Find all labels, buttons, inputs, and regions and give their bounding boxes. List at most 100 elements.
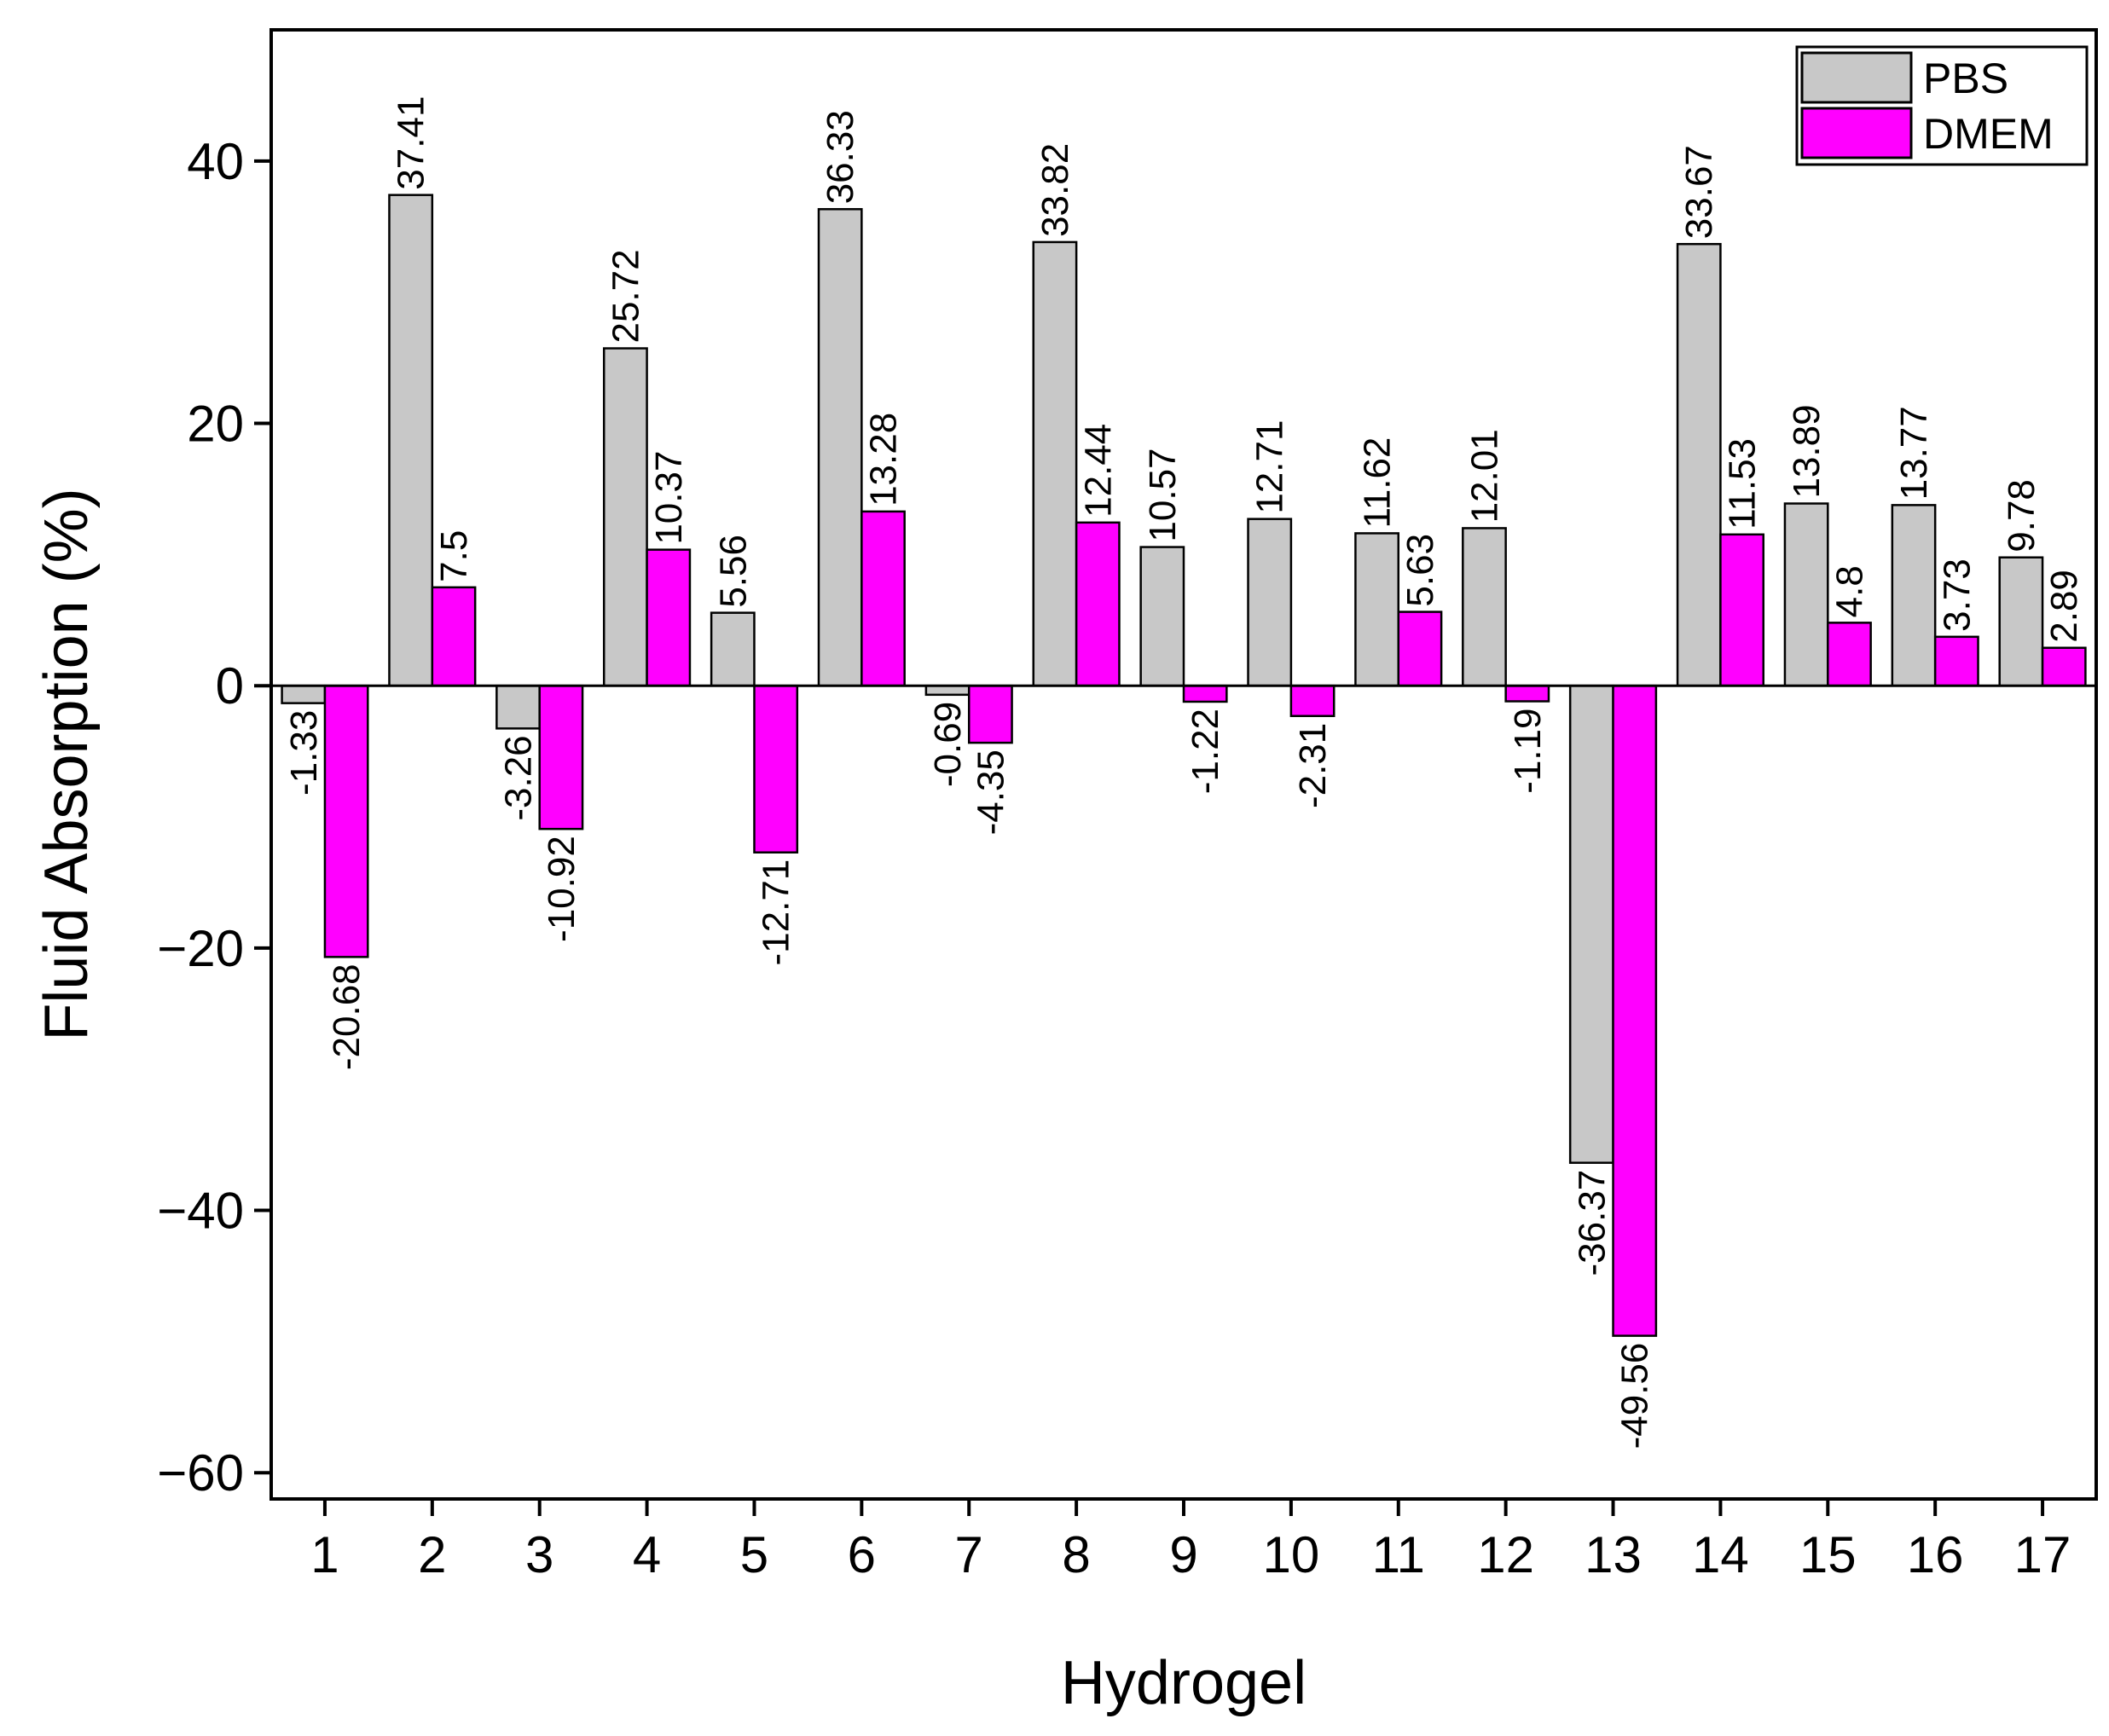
data-label-dmem-9: -1.22 [1185, 709, 1226, 794]
data-label-dmem-3: -10.92 [541, 836, 582, 942]
legend-label-pbs: PBS [1923, 55, 2008, 102]
bar-pbs-13 [1568, 684, 1614, 1164]
bar-pbs-10 [1247, 518, 1293, 687]
y-tick-label: −20 [157, 920, 244, 977]
bar-dmem-16 [1933, 635, 1979, 687]
y-tick-label: −40 [157, 1183, 244, 1240]
data-label-pbs-12: 12.01 [1463, 429, 1505, 523]
bar-pbs-15 [1783, 502, 1829, 687]
x-tick-label: 6 [848, 1526, 876, 1583]
legend-swatch-dmem [1800, 107, 1913, 159]
bar-dmem-14 [1719, 533, 1765, 687]
data-label-dmem-2: 7.5 [433, 530, 475, 582]
x-tick-label: 9 [1169, 1526, 1197, 1583]
data-label-dmem-7: -4.35 [970, 749, 1011, 835]
bar-pbs-9 [1139, 546, 1185, 687]
data-label-pbs-9: 10.57 [1142, 448, 1184, 541]
x-axis-title: Hydrogel [1061, 1649, 1307, 1717]
bar-dmem-8 [1075, 521, 1121, 687]
y-axis: −60 −40 −20 0 20 40 [157, 133, 271, 1502]
bar-dmem-15 [1827, 622, 1872, 687]
x-tick-label: 14 [1692, 1526, 1749, 1583]
data-label-pbs-13: -36.37 [1571, 1170, 1613, 1276]
bar-pbs-4 [602, 347, 648, 687]
x-tick-label: 7 [955, 1526, 983, 1583]
bar-pbs-1 [281, 684, 327, 704]
bar-pbs-8 [1032, 240, 1078, 687]
bar-dmem-6 [860, 510, 906, 687]
data-label-dmem-16: 3.73 [1936, 558, 1978, 632]
y-tick-label: 0 [216, 657, 244, 715]
bar-dmem-7 [967, 684, 1013, 744]
x-tick-label: 8 [1062, 1526, 1090, 1583]
x-tick-label: 3 [525, 1526, 553, 1583]
bar-pbs-2 [388, 194, 434, 687]
data-label-pbs-11: 11.62 [1357, 437, 1399, 529]
y-tick-label: 40 [187, 133, 244, 190]
x-tick-label: 1 [310, 1526, 339, 1583]
bar-dmem-5 [753, 684, 799, 854]
bar-pbs-16 [1891, 504, 1937, 687]
x-axis: 1 2 3 4 5 6 7 8 9 10 11 12 13 14 15 16 17 [310, 1499, 2071, 1583]
data-label-pbs-15: 13.89 [1786, 404, 1828, 498]
legend: PBS DMEM [1795, 45, 2089, 166]
data-label-pbs-14: 33.67 [1678, 145, 1720, 239]
data-label-pbs-1: -1.33 [283, 710, 325, 796]
bar-pbs-17 [1998, 556, 2044, 687]
data-label-pbs-6: 36.33 [820, 110, 861, 204]
data-label-dmem-14: 11.53 [1722, 438, 1764, 529]
x-tick-label: 10 [1263, 1526, 1320, 1583]
bar-dmem-1 [323, 684, 369, 958]
data-labels-layer: -1.33 37.41 -3.26 25.72 5.56 36.33 -0.69 33.82 1… [283, 96, 2085, 1450]
data-label-dmem-8: 12.44 [1077, 424, 1119, 518]
bar-dmem-4 [646, 548, 692, 687]
y-axis-title: Fluid Absorption (%) [32, 488, 101, 1040]
x-tick-label: 12 [1477, 1526, 1534, 1583]
data-label-dmem-15: 4.8 [1828, 565, 1870, 617]
bars-layer [281, 194, 2087, 1337]
data-label-dmem-12: -1.19 [1507, 709, 1549, 794]
x-tick-label: 11 [1372, 1526, 1425, 1583]
bar-dmem-10 [1289, 684, 1336, 717]
data-label-pbs-3: -3.26 [498, 735, 540, 820]
bar-dmem-11 [1397, 610, 1443, 687]
x-tick-label: 4 [633, 1526, 661, 1583]
bar-pbs-5 [710, 611, 756, 687]
x-tick-label: 13 [1585, 1526, 1642, 1583]
data-label-dmem-13: -49.56 [1614, 1343, 1656, 1450]
data-label-pbs-4: 25.72 [605, 249, 646, 343]
x-tick-label: 17 [2014, 1526, 2071, 1583]
x-tick-label: 2 [418, 1526, 446, 1583]
data-label-dmem-17: 2.89 [2043, 570, 2085, 643]
bar-pbs-6 [817, 208, 863, 687]
data-label-pbs-16: 13.77 [1893, 406, 1935, 500]
bar-pbs-11 [1354, 532, 1400, 687]
data-label-dmem-4: 10.37 [648, 451, 690, 545]
bar-pbs-12 [1462, 527, 1507, 687]
data-label-pbs-7: -0.69 [927, 702, 969, 787]
x-tick-label: 16 [1907, 1526, 1964, 1583]
bar-dmem-13 [1612, 684, 1658, 1337]
bar-dmem-9 [1182, 684, 1228, 703]
bar-dmem-17 [2041, 646, 2087, 687]
bar-pbs-7 [924, 684, 970, 697]
data-label-pbs-5: 5.56 [712, 535, 754, 608]
y-tick-label: −60 [157, 1444, 244, 1502]
data-label-pbs-17: 9.78 [2001, 479, 2042, 553]
bar-dmem-12 [1504, 684, 1550, 703]
data-label-dmem-5: -12.71 [756, 859, 797, 966]
data-label-pbs-8: 33.82 [1034, 143, 1076, 237]
data-label-pbs-2: 37.41 [391, 96, 432, 190]
x-tick-label: 5 [740, 1526, 768, 1583]
data-label-pbs-10: 12.71 [1249, 420, 1291, 514]
legend-swatch-pbs [1800, 51, 1913, 104]
data-label-dmem-1: -20.68 [326, 963, 368, 1070]
x-tick-label: 15 [1799, 1526, 1857, 1583]
bar-pbs-14 [1676, 242, 1722, 687]
data-label-dmem-10: -2.31 [1292, 723, 1334, 808]
bar-pbs-3 [495, 684, 541, 730]
bar-dmem-2 [431, 586, 477, 687]
y-tick-label: 20 [187, 396, 244, 453]
bar-dmem-3 [538, 684, 584, 830]
